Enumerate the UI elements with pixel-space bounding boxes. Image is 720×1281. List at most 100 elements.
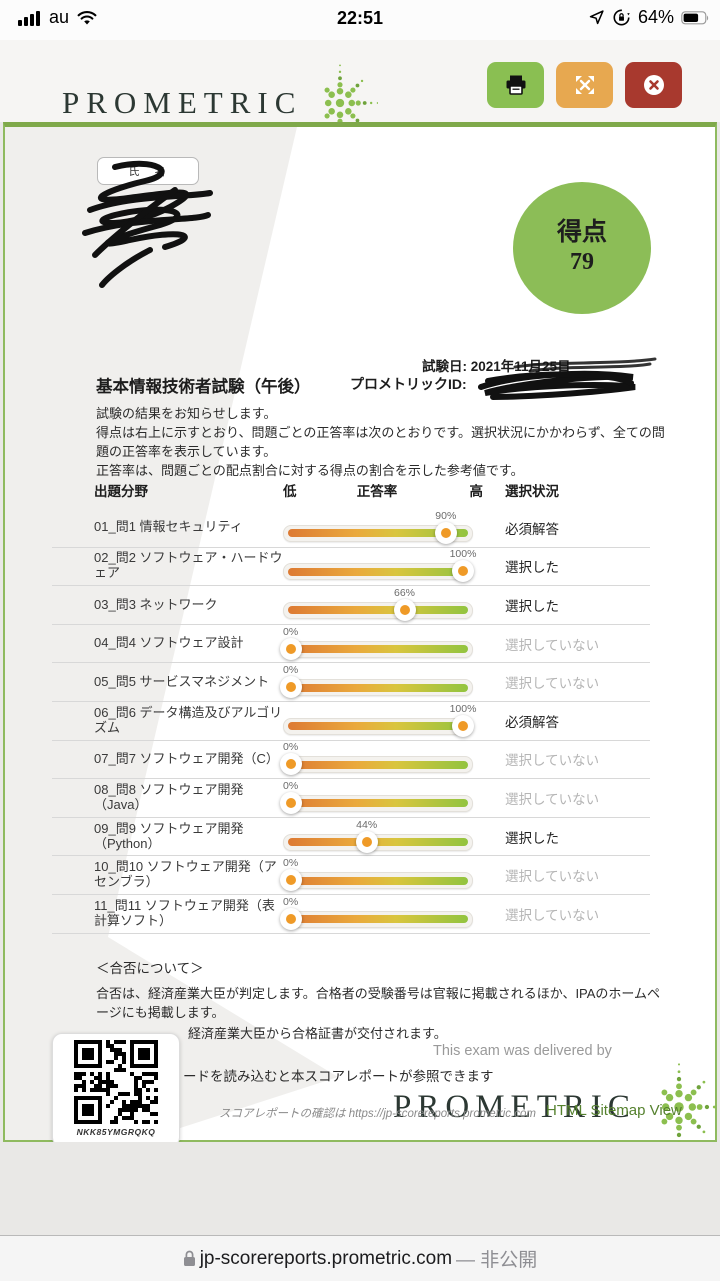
selection-status: 選択した <box>505 560 559 576</box>
exam-title: 基本情報技術者試験（午後） <box>96 378 311 396</box>
rate-percent-label: 0% <box>283 625 299 638</box>
category-label: 02_問2 ソフトウェア・ハードウェア <box>94 550 283 581</box>
score-report-url-note: スコアレポートの確認は https://jp-scorereports.prom… <box>219 1108 536 1120</box>
rate-gradient <box>288 876 468 885</box>
rate-knob <box>280 637 302 660</box>
clock: 22:51 <box>336 8 384 28</box>
rate-percent-label: 44% <box>356 818 378 831</box>
selection-status: 選択していない <box>505 637 600 653</box>
fullscreen-button[interactable] <box>556 62 613 108</box>
rate-track <box>283 524 473 542</box>
close-button[interactable] <box>625 62 682 108</box>
rate-gradient <box>288 838 468 847</box>
name-redaction-scribble <box>82 160 213 288</box>
rate-knob-dot <box>440 527 451 538</box>
rate-bar: 100% <box>283 702 495 740</box>
rate-knob-dot <box>286 797 296 808</box>
rate-gradient <box>288 529 468 538</box>
carrier-label: au <box>49 7 70 27</box>
rate-gradient <box>288 567 468 576</box>
rate-knob-dot <box>286 913 296 924</box>
date-scribble <box>513 357 657 373</box>
header-low: 低 <box>283 484 297 499</box>
rate-knob <box>393 598 416 621</box>
rate-bar: 66% <box>283 586 495 624</box>
rate-bar: 0% <box>280 740 495 778</box>
browser-url-bar[interactable]: jp-scorereports.prometric.com — 非公開 <box>0 1235 720 1281</box>
html-sitemap-link[interactable]: HTML Sitemap View <box>546 1102 682 1119</box>
category-label: 09_問9 ソフトウェア開発（Python） <box>94 820 244 851</box>
prometric-starburst-icon <box>324 64 379 142</box>
lock-icon <box>183 1250 195 1266</box>
rate-percent-label: 66% <box>394 586 416 599</box>
selection-status: 選択した <box>505 598 559 614</box>
qr-note: ードを読み込むと本スコアレポートが参照できます <box>183 1069 494 1084</box>
table-row: 10_問10 ソフトウェア開発（アセンブラ） 0% 選択していない <box>52 856 650 895</box>
category-label: 11_問11 ソフトウェア開発（表計算ソフト） <box>94 897 275 928</box>
rate-bar: 0% <box>280 895 495 933</box>
printer-icon <box>506 75 525 95</box>
selection-status: 選択した <box>505 830 559 846</box>
rate-track <box>283 640 473 658</box>
score-badge: 得点 79 <box>513 182 651 314</box>
rate-percent-label: 90% <box>435 509 457 522</box>
location-services-icon <box>589 10 604 25</box>
passfail-text: 合否は、経済産業大臣が判定します。合格者の受験番号は官報に掲載されるほか、IPA… <box>96 986 661 1020</box>
rate-gradient <box>288 799 468 808</box>
selection-status: 選択していない <box>505 676 600 692</box>
header-selection: 選択状況 <box>505 484 559 499</box>
rate-percent-label: 0% <box>283 741 299 754</box>
table-row: 11_問11 ソフトウェア開発（表計算ソフト） 0% 選択していない <box>52 895 650 934</box>
category-label: 03_問3 ネットワーク <box>94 596 218 612</box>
rate-knob <box>280 791 302 814</box>
battery-icon <box>681 10 709 24</box>
rate-track <box>283 601 473 619</box>
category-label: 01_問1 情報セキュリティ <box>94 519 243 535</box>
delivered-by-label: This exam was delivered by <box>433 1043 612 1059</box>
table-row: 03_問3 ネットワーク 66% 選択した <box>52 586 650 625</box>
print-button[interactable] <box>487 62 544 108</box>
rate-percent-label: 0% <box>283 857 299 870</box>
passfail-section-title: ＜合否について＞ <box>96 961 204 976</box>
page-background <box>0 1142 720 1235</box>
rate-percent-label: 100% <box>449 548 477 561</box>
intro-line: 正答率は、問題ごとの配点割合に対する得点の割合を示した参考値です。 <box>96 462 524 478</box>
results-table: 出題分野 低 正答率 高 選択状況 01_問1 情報セキュリティ 90% 必須解… <box>52 477 650 934</box>
passfail-text-2: 経済産業大臣から合格証書が交付されます。 <box>188 1026 447 1041</box>
table-row: 09_問9 ソフトウェア開発（Python） 44% 選択した <box>52 818 650 857</box>
browser-privacy-label: — 非公開 <box>456 1250 538 1271</box>
ios-status-bar: au 22:51 64% <box>0 0 720 40</box>
signal-strength-icon <box>18 10 40 26</box>
category-label: 10_問10 ソフトウェア開発（アセンブラ） <box>94 859 277 890</box>
rate-knob-dot <box>458 566 468 577</box>
category-label: 08_問8 ソフトウェア開発（Java） <box>94 782 244 812</box>
category-label: 06_問6 データ構造及びアルゴリズム <box>94 704 283 735</box>
selection-status: 選択していない <box>505 753 600 769</box>
rate-gradient <box>288 645 468 654</box>
rate-track <box>283 872 473 890</box>
selection-status: 必須解答 <box>505 521 559 537</box>
prometric-logo-text: PROMETRIC <box>62 85 303 120</box>
rate-knob <box>280 869 302 892</box>
rate-track <box>283 679 473 697</box>
page-header: PROMETRIC <box>0 40 720 142</box>
header-category: 出題分野 <box>94 484 148 499</box>
rate-gradient <box>288 722 468 731</box>
category-label: 07_問7 ソフトウェア開発（C） <box>94 750 279 766</box>
rate-bar: 0% <box>280 625 495 663</box>
selection-status: 必須解答 <box>505 714 559 730</box>
rate-knob <box>280 907 302 930</box>
rate-percent-label: 0% <box>283 895 299 908</box>
score-report: 氏 名 得点 79 試験日: 2021年11月25日 基本情報技術者試験（午後）… <box>3 122 717 1151</box>
rate-knob-dot <box>286 759 296 770</box>
intro-paragraph: 試験の結果をお知らせします。 得点は右上に示すとおり、問題ごとの正答率は次のとおり… <box>96 405 668 480</box>
battery-percent-label: 64% <box>637 7 674 27</box>
intro-line: 試験の結果をお知らせします。 <box>96 406 277 421</box>
rate-gradient <box>288 683 468 692</box>
rate-percent-label: 100% <box>449 702 477 715</box>
rate-bar: 0% <box>280 663 495 701</box>
rate-bar: 0% <box>280 779 495 817</box>
rate-percent-label: 0% <box>283 779 299 792</box>
header-rate: 正答率 <box>356 484 398 499</box>
table-row: 04_問4 ソフトウェア設計 0% 選択していない <box>52 625 650 664</box>
